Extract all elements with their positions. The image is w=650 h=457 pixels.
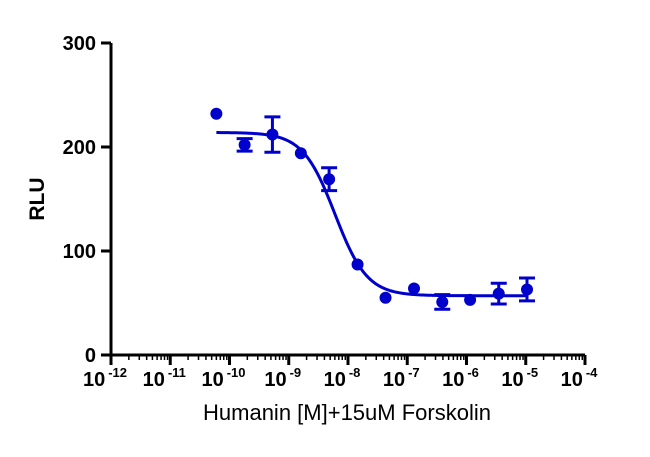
data-point (210, 107, 223, 120)
x-tick-label: 10 -12 (83, 365, 127, 391)
x-tick-label: 10 -9 (264, 365, 301, 391)
x-axis-title: Humanin [M]+15uM Forskolin (203, 400, 491, 425)
fit-layer (216, 131, 528, 298)
data-point (492, 287, 505, 300)
data-point (379, 291, 392, 304)
x-tick-label: 10 -8 (324, 365, 361, 391)
data-point (294, 147, 307, 160)
x-tick-label: 10 -4 (561, 365, 599, 391)
axes-layer: 0 100 200 300 10 -12 10 -11 10 -10 10 -9 10 -8 10 -7 10-… (63, 33, 599, 391)
x-tick-label: 10 -11 (143, 365, 186, 391)
data-point (436, 295, 449, 308)
y-tick-label: 200 (63, 137, 96, 159)
data-point (323, 173, 336, 186)
data-point (464, 293, 477, 306)
data-point (408, 282, 421, 295)
y-tick-label: 300 (63, 33, 96, 55)
x-tick-label: 10 -6 (442, 365, 479, 391)
points-layer (210, 107, 536, 311)
data-point (266, 128, 279, 141)
y-tick-label: 0 (85, 345, 96, 367)
x-tick-label: 10 -5 (501, 365, 538, 391)
labels-layer: Humanin [M]+15uM Forskolin RLU (26, 177, 491, 425)
y-tick-label: 100 (63, 241, 96, 263)
data-point (351, 258, 364, 271)
x-tick-label: 10 -10 (201, 365, 245, 391)
data-point (521, 283, 534, 296)
data-point (238, 138, 251, 151)
fit-curve (216, 131, 528, 298)
y-axis-title: RLU (26, 177, 49, 220)
x-tick-label: 10 -7 (383, 365, 420, 391)
